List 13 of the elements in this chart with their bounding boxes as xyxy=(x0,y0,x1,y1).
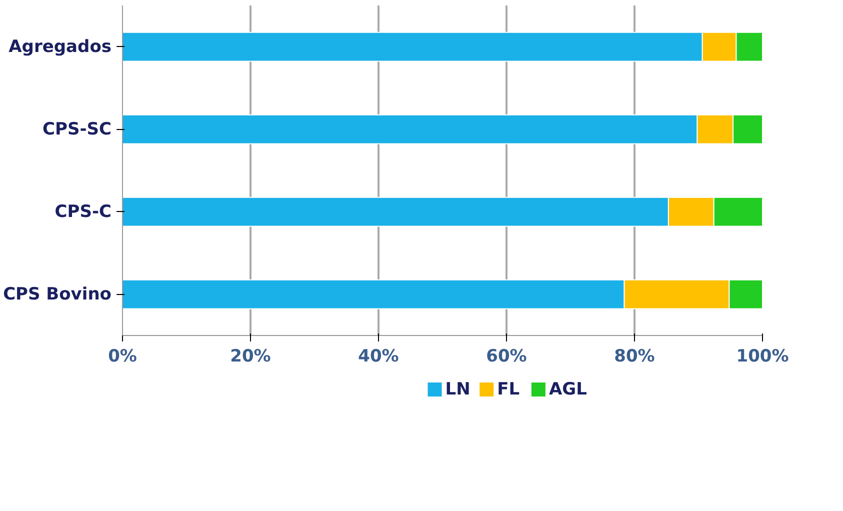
y-tick-label: CPS-C xyxy=(54,202,112,222)
y-tick-label: Agregados xyxy=(8,36,112,57)
legend-label: FL xyxy=(497,380,520,400)
y-tick-label: CPS Bovino xyxy=(3,284,112,304)
x-tick-label: 60% xyxy=(486,346,527,366)
legend-label: AGL xyxy=(548,380,588,400)
y-tick-label: CPS-SC xyxy=(42,119,112,140)
x-tick-label: 80% xyxy=(614,346,655,366)
x-tick-label: 20% xyxy=(230,346,271,366)
x-tick-label: 40% xyxy=(358,346,399,366)
x-tick-label: 0% xyxy=(108,346,137,366)
x-tick-label: 100% xyxy=(736,346,789,366)
legend-label: LN xyxy=(445,380,470,400)
